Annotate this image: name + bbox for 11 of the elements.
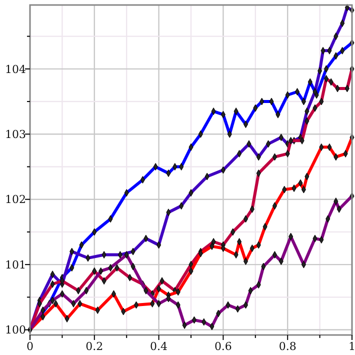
- x-tick-label: 0.8: [278, 340, 296, 353]
- y-tick-label: 104: [5, 62, 26, 76]
- x-tick-label: 0.4: [150, 340, 168, 353]
- x-tick-label: 0.6: [214, 340, 232, 353]
- y-tick-label: 102: [5, 193, 26, 206]
- x-tick-label: 1: [348, 340, 355, 353]
- y-tick-label: 103: [5, 128, 26, 141]
- y-tick-label: 101: [5, 258, 26, 272]
- x-tick-label: 0: [26, 340, 34, 353]
- x-tick-label: 0.2: [86, 340, 104, 353]
- y-tick-label: 100: [5, 324, 26, 337]
